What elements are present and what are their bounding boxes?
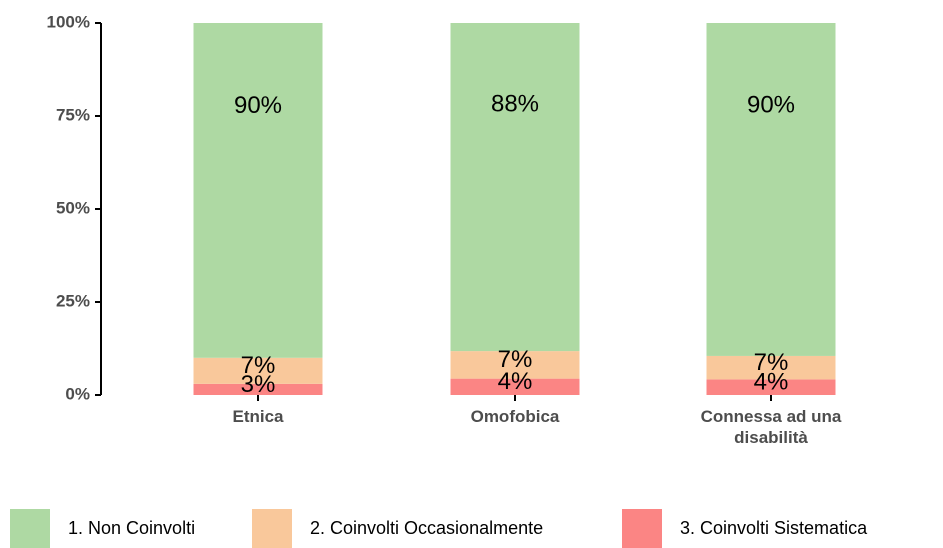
value-label: 4% <box>498 368 533 395</box>
value-label: 88% <box>491 90 539 117</box>
value-label: 7% <box>754 349 789 376</box>
bar-segment <box>193 357 323 384</box>
bar-segment <box>706 23 836 356</box>
legend-swatch <box>252 509 292 548</box>
y-tick-label: 100% <box>47 12 90 31</box>
y-tick-label: 0% <box>65 384 90 403</box>
bar-segment <box>450 378 580 395</box>
value-label: 3% <box>241 371 276 398</box>
legend-label: 1. Non Coinvolti <box>68 518 195 538</box>
x-tick-label: Etnica <box>232 407 284 426</box>
y-tick-label: 50% <box>56 198 90 217</box>
value-label: 90% <box>234 92 282 119</box>
x-tick-label: Omofobica <box>470 407 560 426</box>
bar-segment <box>450 23 580 352</box>
value-label: 7% <box>241 352 276 379</box>
legend-swatch <box>622 509 662 548</box>
value-label: 7% <box>498 346 533 373</box>
y-tick-label: 75% <box>56 105 90 124</box>
value-label: 4% <box>754 369 789 396</box>
legend-swatch <box>10 509 50 548</box>
y-tick-label: 25% <box>56 291 90 310</box>
bar-segment <box>706 379 836 395</box>
bar-segment <box>193 23 323 358</box>
legend-label: 3. Coinvolti Sistematica <box>680 518 868 538</box>
bar-segment <box>193 383 323 395</box>
bar-segment <box>450 351 580 379</box>
value-label: 90% <box>747 92 795 119</box>
bar-segment <box>706 355 836 380</box>
legend-label: 2. Coinvolti Occasionalmente <box>310 518 543 538</box>
x-tick-label: Connessa ad una disabilità <box>700 407 842 447</box>
